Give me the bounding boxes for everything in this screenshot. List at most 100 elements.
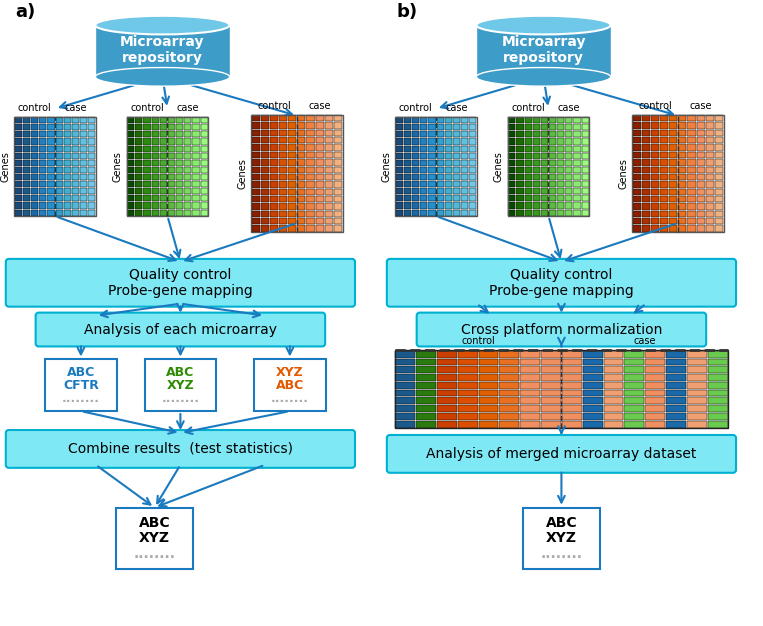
Bar [316, 188, 324, 195]
Bar [520, 351, 540, 357]
Bar [436, 174, 444, 180]
Bar [316, 225, 324, 232]
Bar [416, 398, 436, 404]
Bar [581, 210, 589, 215]
Bar [642, 203, 650, 210]
Bar [72, 167, 79, 173]
Text: case: case [690, 101, 712, 111]
Bar [63, 181, 71, 187]
Bar [152, 131, 159, 138]
Bar [715, 130, 723, 136]
Bar [279, 130, 287, 136]
Bar [541, 195, 548, 202]
Bar [316, 137, 324, 143]
Bar [645, 382, 665, 389]
Bar [500, 374, 520, 381]
Bar [31, 124, 38, 130]
Text: Genes: Genes [382, 151, 391, 182]
Bar [176, 153, 183, 159]
Bar [325, 159, 333, 165]
Bar [715, 145, 723, 151]
Bar [176, 117, 183, 123]
Bar [508, 167, 515, 173]
Bar [660, 115, 668, 121]
Bar [404, 146, 411, 151]
Bar [574, 138, 581, 145]
Bar [697, 159, 705, 165]
Bar [574, 117, 581, 123]
Bar [541, 153, 548, 159]
Bar [307, 196, 314, 202]
Bar [395, 390, 415, 396]
Bar [508, 181, 515, 187]
Bar [687, 413, 707, 420]
Bar [660, 225, 668, 232]
Bar [632, 115, 723, 232]
Bar [270, 210, 278, 217]
Bar [461, 174, 468, 180]
Bar [185, 146, 192, 151]
Text: ........: ........ [540, 547, 582, 561]
Bar [453, 124, 460, 130]
Bar [633, 203, 641, 210]
Bar [31, 160, 38, 166]
Bar [23, 117, 30, 123]
Text: ........: ........ [162, 392, 199, 404]
Bar [72, 124, 79, 130]
Bar [127, 146, 134, 151]
Bar [325, 181, 333, 188]
Bar [31, 153, 38, 159]
Bar [80, 124, 87, 130]
Text: Analysis of merged microarray dataset: Analysis of merged microarray dataset [427, 447, 697, 461]
Bar [144, 359, 216, 411]
Bar [508, 174, 515, 180]
Bar [437, 382, 457, 389]
Bar [500, 351, 520, 357]
Bar [404, 210, 411, 215]
Bar [523, 508, 600, 569]
Bar [581, 153, 589, 159]
Bar [581, 160, 589, 166]
Bar [192, 181, 200, 187]
Bar [23, 202, 30, 208]
Bar [56, 174, 63, 180]
Bar [524, 160, 532, 166]
Bar [687, 174, 696, 180]
Bar [669, 196, 678, 202]
Bar [143, 210, 150, 215]
Bar [500, 421, 520, 428]
Bar [687, 359, 707, 366]
Bar [420, 210, 427, 215]
Bar [642, 188, 650, 195]
Bar [461, 188, 468, 194]
Bar [288, 174, 296, 180]
Bar [63, 138, 71, 145]
Bar [31, 174, 38, 180]
Bar [624, 382, 644, 389]
Bar [517, 202, 523, 208]
Bar [316, 167, 324, 173]
Bar [581, 131, 589, 138]
Bar [642, 210, 650, 217]
Bar [420, 202, 427, 208]
Bar [520, 398, 540, 404]
Text: XYZ: XYZ [546, 531, 577, 545]
Bar [583, 405, 603, 412]
Bar [678, 130, 687, 136]
Bar [645, 351, 665, 357]
Bar [508, 124, 515, 130]
Bar [56, 167, 63, 173]
Bar [669, 115, 678, 121]
Bar [524, 167, 532, 173]
Bar [706, 130, 714, 136]
Bar [574, 181, 581, 187]
Bar [562, 405, 581, 412]
Bar [143, 181, 150, 187]
Bar [678, 210, 687, 217]
Bar [678, 174, 687, 180]
Bar [669, 123, 678, 129]
Bar [604, 374, 623, 381]
Bar [666, 405, 686, 412]
Bar [678, 188, 687, 195]
Bar [687, 152, 696, 158]
